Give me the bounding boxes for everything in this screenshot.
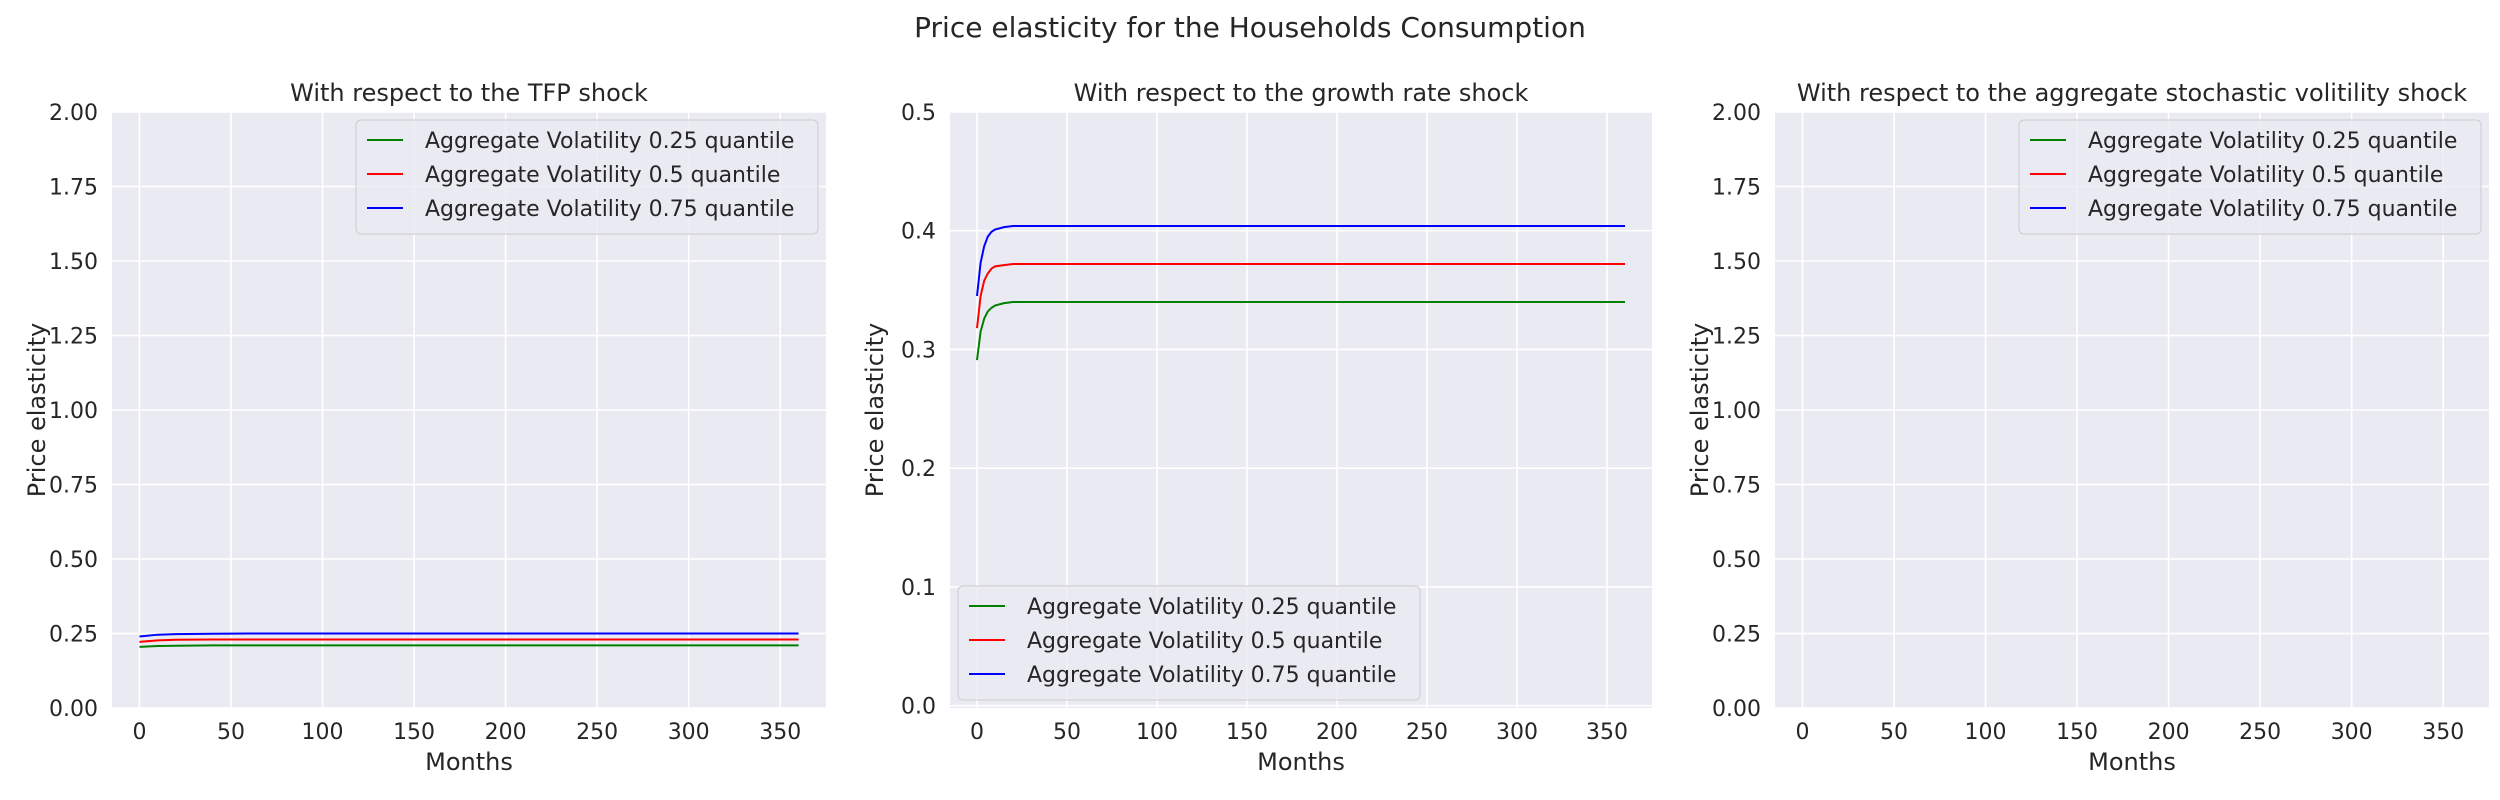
y-tick-label: 0.75 xyxy=(1712,474,1761,499)
legend-label: Aggregate Volatility 0.5 quantile xyxy=(425,163,780,188)
y-tick-label: 2.00 xyxy=(1712,101,1761,126)
x-axis-label: Months xyxy=(1257,748,1345,776)
x-tick-label: 50 xyxy=(1053,720,1081,745)
chart-panel-1: 0 50 100 150 200 250 300 350 0.00 0.25 0.50 0.75 1.0… xyxy=(23,79,826,776)
series-line-3 xyxy=(976,224,1625,297)
y-tick-label: 0.5 xyxy=(901,101,936,126)
y-tick-label: 1.75 xyxy=(1712,176,1761,201)
legend-box xyxy=(2018,119,2482,235)
x-tick-label: 350 xyxy=(1586,720,1628,745)
series-line-1 xyxy=(976,300,1625,361)
x-tick-label: 150 xyxy=(393,720,435,745)
y-tick-label: 1.75 xyxy=(49,176,98,201)
series-line-3 xyxy=(139,632,799,638)
panels: 0 50 100 150 200 250 300 3500.000.250.500.751.0… xyxy=(23,79,2489,776)
y-tick-label: 2.00 xyxy=(49,101,98,126)
y-axis-label: Price elasticity xyxy=(1686,323,1714,497)
x-tick-label: 50 xyxy=(1880,720,1908,745)
x-tick-label: 250 xyxy=(1406,720,1448,745)
y-tick-label: 0.25 xyxy=(1712,623,1761,648)
x-tick-label: 200 xyxy=(1316,720,1358,745)
x-tick-label: 200 xyxy=(485,720,527,745)
panel-title: With respect to the aggregate stochastic… xyxy=(1797,79,2467,107)
y-tick-label: 0.1 xyxy=(901,576,936,601)
x-tick-label: 350 xyxy=(2422,720,2464,745)
x-tick-label: 100 xyxy=(1136,720,1178,745)
legend-label: Aggregate Volatility 0.5 quantile xyxy=(1027,629,1382,654)
figure-suptitle: Price elasticity for the Households Cons… xyxy=(914,11,1586,44)
chart-panel-3: 0 50 100 150 200 250 300 350 0.00 0.25 0.50 0.75 1.0… xyxy=(1686,79,2489,776)
x-tick-label: 150 xyxy=(1226,720,1268,745)
x-tick-label: 100 xyxy=(1965,720,2007,745)
y-tick-label: 0.50 xyxy=(49,548,98,573)
legend-label: Aggregate Volatility 0.75 quantile xyxy=(425,197,794,222)
x-tick-label: 300 xyxy=(2331,720,2373,745)
x-tick-label: 300 xyxy=(668,720,710,745)
series-line-2 xyxy=(139,638,799,643)
x-axis-label: Months xyxy=(425,748,513,776)
legend-label: Aggregate Volatility 0.75 quantile xyxy=(2088,197,2457,222)
legend-label: Aggregate Volatility 0.25 quantile xyxy=(425,129,794,154)
y-tick-label: 0.3 xyxy=(901,338,936,363)
x-tick-label: 100 xyxy=(302,720,344,745)
x-axis-label: Months xyxy=(2088,748,2176,776)
y-axis-label: Price elasticity xyxy=(861,323,889,497)
series-line-1 xyxy=(139,644,799,648)
legend-label: Aggregate Volatility 0.5 quantile xyxy=(2088,163,2443,188)
y-tick-label: 1.25 xyxy=(1712,325,1761,350)
legend-box xyxy=(355,119,819,235)
legend-box xyxy=(957,585,1421,701)
x-tick-label: 200 xyxy=(2148,720,2190,745)
legend: Aggregate Volatility 0.25 quantile Aggreg… xyxy=(957,585,1421,701)
x-tick-label: 0 xyxy=(1795,720,1809,745)
legend-label: Aggregate Volatility 0.25 quantile xyxy=(1027,595,1396,620)
series-line-2 xyxy=(976,262,1625,329)
y-tick-label: 0.4 xyxy=(901,220,936,245)
legend: Aggregate Volatility 0.25 quantile Aggreg… xyxy=(2018,119,2482,235)
x-tick-label: 250 xyxy=(576,720,618,745)
y-tick-label: 1.50 xyxy=(1712,250,1761,275)
y-tick-label: 0.00 xyxy=(49,697,98,722)
x-tick-label: 0 xyxy=(970,720,984,745)
y-tick-label: 0.25 xyxy=(49,623,98,648)
y-tick-label: 1.00 xyxy=(1712,399,1761,424)
y-tick-label: 1.50 xyxy=(49,250,98,275)
y-tick-label: 0.50 xyxy=(1712,548,1761,573)
legend-label: Aggregate Volatility 0.25 quantile xyxy=(2088,129,2457,154)
y-tick-label: 0.2 xyxy=(901,457,936,482)
x-tick-label: 150 xyxy=(2056,720,2098,745)
y-tick-label: 1.00 xyxy=(49,399,98,424)
x-tick-label: 300 xyxy=(1496,720,1538,745)
x-tick-label: 50 xyxy=(217,720,245,745)
x-tick-label: 0 xyxy=(132,720,146,745)
y-tick-label: 0.75 xyxy=(49,474,98,499)
y-axis-label: Price elasticity xyxy=(23,323,51,497)
legend: Aggregate Volatility 0.25 quantile Aggreg… xyxy=(355,119,819,235)
panel-title: With respect to the TFP shock xyxy=(290,79,648,107)
chart-panel-2: 0 50 100 150 200 250 300 350 0.0 0.1 0.2 0.3 0.4 0.5 W… xyxy=(861,79,1652,776)
y-tick-label: 0.0 xyxy=(901,695,936,720)
legend-label: Aggregate Volatility 0.75 quantile xyxy=(1027,663,1396,688)
y-tick-label: 0.00 xyxy=(1712,697,1761,722)
x-tick-label: 350 xyxy=(759,720,801,745)
panel-title: With respect to the growth rate shock xyxy=(1074,79,1529,107)
y-tick-label: 1.25 xyxy=(49,325,98,350)
x-tick-label: 250 xyxy=(2239,720,2281,745)
